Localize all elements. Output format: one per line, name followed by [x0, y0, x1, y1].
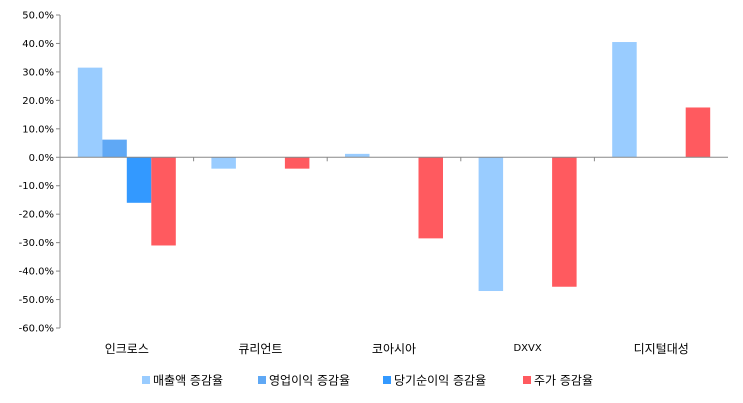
y-tick-label: 20.0% — [22, 96, 54, 107]
x-category-label: 코아시아 — [372, 342, 416, 356]
x-category-label: 디지털대성 — [634, 342, 689, 356]
y-tick-label: 10.0% — [22, 124, 54, 135]
y-tick-label: -10.0% — [19, 181, 54, 192]
x-axis-category-labels: 인크로스 큐리언트 코아시아 DXVX 디지털대성 — [105, 342, 689, 356]
bar — [151, 157, 176, 246]
legend-label: 매출액 증감율 — [153, 374, 223, 388]
bar — [211, 157, 236, 169]
bar — [77, 67, 103, 158]
y-tick-label: 0.0% — [29, 153, 54, 164]
y-tick-label: -30.0% — [19, 238, 54, 249]
y-tick-label: -40.0% — [19, 267, 54, 278]
bar — [126, 157, 152, 203]
x-category-label: 인크로스 — [105, 342, 149, 356]
legend-swatch — [383, 376, 391, 384]
legend-swatch — [523, 376, 531, 384]
legend-swatch — [142, 376, 150, 384]
y-tick-label: -60.0% — [19, 324, 54, 335]
legend: 매출액 증감율 영업이익 증감율 당기순이익 증감율 주가 증감율 — [142, 374, 593, 388]
bar — [284, 157, 310, 169]
y-tick-label: 40.0% — [22, 39, 54, 50]
legend-swatch — [258, 376, 266, 384]
legend-label: 영업이익 증감율 — [269, 374, 350, 388]
bar — [685, 107, 711, 158]
y-tick-label: 50.0% — [22, 11, 54, 22]
legend-label: 당기순이익 증감율 — [394, 374, 486, 388]
bar — [345, 153, 370, 158]
bar — [552, 157, 577, 287]
y-tick-label: 30.0% — [22, 67, 54, 78]
y-axis-ticks: 50.0% 40.0% 30.0% 20.0% 10.0% 0.0% -10.0% -20.0… — [19, 11, 60, 335]
bar — [102, 139, 127, 158]
y-tick-label: -50.0% — [19, 295, 54, 306]
bar — [612, 42, 637, 158]
y-tick-label: -20.0% — [19, 210, 54, 221]
legend-label: 주가 증감율 — [534, 374, 593, 388]
bar — [418, 157, 443, 239]
bar-marks — [77, 42, 711, 292]
bar — [478, 157, 504, 292]
x-category-label: 큐리언트 — [238, 342, 282, 356]
x-category-label: DXVX — [513, 343, 541, 354]
